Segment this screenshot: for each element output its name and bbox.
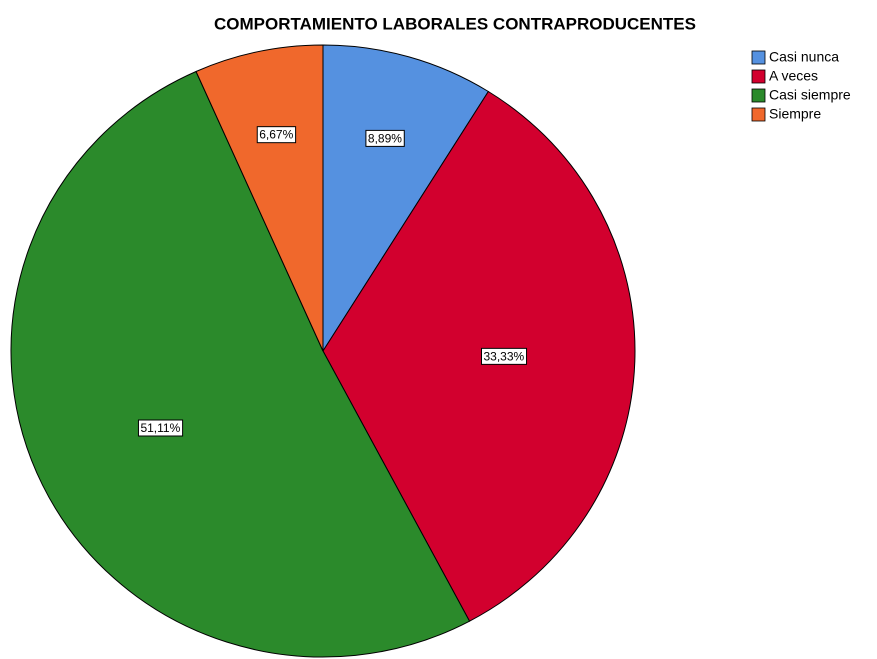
legend-label: Casi siempre <box>769 87 851 103</box>
legend-swatch <box>751 69 766 84</box>
label-box <box>480 347 528 365</box>
label-box <box>365 129 405 147</box>
data-label: 8,89% <box>368 131 402 145</box>
data-label: 33,33% <box>483 349 524 363</box>
label-box <box>137 419 184 437</box>
legend-label: Siempre <box>769 106 821 122</box>
data-label: 6,67% <box>259 128 293 142</box>
legend-label: A veces <box>769 68 818 84</box>
legend-swatch <box>751 107 766 122</box>
legend-label: Casi nunca <box>769 49 839 65</box>
pie-slice <box>10 70 471 658</box>
chart-title: COMPORTAMIENTO LABORALES CONTRAPRODUCENT… <box>214 14 696 33</box>
label-box <box>256 126 297 144</box>
pie-slice <box>322 44 490 353</box>
legend-swatch <box>751 50 766 65</box>
pie-slice <box>322 90 636 622</box>
data-label: 51,11% <box>140 421 180 435</box>
pie-slice <box>195 44 324 352</box>
legend-swatch <box>751 88 766 103</box>
